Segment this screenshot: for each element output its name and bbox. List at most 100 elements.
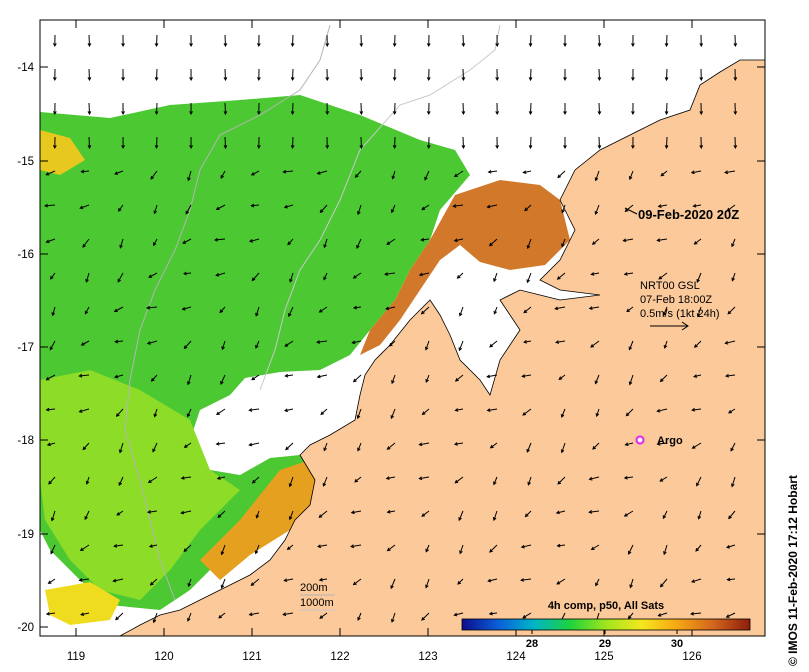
current-arrow <box>46 374 56 381</box>
current-arrow <box>319 306 328 313</box>
current-arrow <box>292 102 294 115</box>
current-arrowhead <box>528 43 533 48</box>
current-arrowhead <box>82 446 87 451</box>
current-arrow <box>526 272 532 283</box>
current-arrowhead <box>391 618 395 623</box>
current-arrow <box>216 442 226 445</box>
current-arrowhead <box>418 476 423 481</box>
current-arrowhead <box>356 244 360 249</box>
current-arrowhead <box>622 238 627 243</box>
current-arrow <box>385 272 396 275</box>
current-arrowhead <box>390 585 394 590</box>
current-arrowhead <box>121 43 125 48</box>
current-arrowhead <box>386 547 391 552</box>
current-arrow <box>698 510 702 519</box>
current-arrow <box>462 136 464 149</box>
current-arrow <box>419 442 430 446</box>
current-arrow <box>218 612 226 619</box>
current-arrowhead <box>283 578 288 582</box>
current-arrow <box>386 238 396 245</box>
current-arrow <box>666 102 668 115</box>
current-arrowhead <box>452 204 457 208</box>
current-arrow <box>598 34 600 47</box>
current-arrowhead <box>250 582 255 586</box>
current-arrowhead <box>87 43 92 48</box>
current-arrowhead <box>493 310 498 315</box>
current-arrowhead <box>183 345 188 350</box>
current-arrowhead <box>325 145 330 150</box>
current-arrow <box>82 238 90 248</box>
current-arrow <box>462 102 464 115</box>
current-arrowhead <box>248 612 253 617</box>
current-arrow <box>317 374 328 378</box>
current-arrowhead <box>489 444 494 449</box>
current-arrow <box>419 272 430 276</box>
current-arrow <box>88 68 90 81</box>
current-arrowhead <box>117 278 121 283</box>
current-arrow <box>557 544 566 547</box>
current-arrow <box>224 34 226 47</box>
current-arrowhead <box>724 170 729 175</box>
current-arrow <box>288 306 294 317</box>
current-arrowhead <box>112 578 117 583</box>
current-arrow <box>249 442 260 446</box>
current-arrowhead <box>421 411 426 416</box>
current-arrowhead <box>153 210 158 215</box>
current-arrow <box>726 612 736 618</box>
current-arrowhead <box>628 550 632 555</box>
current-arrow <box>116 510 124 516</box>
current-arrowhead <box>115 616 119 621</box>
current-arrowhead <box>51 312 56 317</box>
current-arrowhead <box>489 549 493 553</box>
current-arrowhead <box>426 111 431 116</box>
current-arrowhead <box>290 43 295 48</box>
current-arrowhead <box>216 411 220 415</box>
depth-contour-1000m <box>259 24 501 391</box>
current-arrowhead <box>657 613 662 617</box>
current-arrow <box>727 578 736 581</box>
current-arrowhead <box>44 203 49 208</box>
current-arrow <box>421 510 430 517</box>
current-arrowhead <box>664 111 669 116</box>
current-arrow <box>425 340 430 350</box>
current-arrowhead <box>319 615 324 619</box>
current-arrow <box>487 374 498 378</box>
current-arrowhead <box>325 43 330 48</box>
current-arrowhead <box>493 481 497 486</box>
current-arrow <box>149 544 158 547</box>
current-arrow <box>694 238 702 245</box>
current-arrowhead <box>492 517 497 522</box>
current-arrowhead <box>351 340 356 345</box>
current-arrow <box>80 204 90 209</box>
current-arrowhead <box>325 77 330 82</box>
current-arrow <box>666 136 668 149</box>
current-arrowhead <box>456 275 461 279</box>
current-arrowhead <box>148 274 153 278</box>
current-arrow <box>454 170 464 177</box>
current-arrowhead <box>623 513 628 517</box>
current-arrowhead <box>733 111 738 116</box>
current-arrow <box>285 442 294 450</box>
current-arrow <box>660 374 668 382</box>
current-arrowhead <box>290 77 295 82</box>
current-arrow <box>48 578 56 584</box>
current-arrow <box>666 34 668 47</box>
current-arrow <box>527 476 532 485</box>
current-arrowhead <box>555 510 560 515</box>
current-arrowhead <box>658 275 663 280</box>
current-arrowhead <box>386 241 391 245</box>
current-arrow <box>589 510 600 513</box>
current-arrowhead <box>182 271 187 276</box>
current-arrowhead <box>664 43 669 48</box>
current-arrow <box>522 612 532 619</box>
current-arrow <box>292 34 294 47</box>
current-arrow <box>561 442 566 453</box>
current-arrow <box>323 442 328 451</box>
current-arrow <box>693 374 702 378</box>
current-arrow <box>697 306 702 317</box>
current-arrow <box>183 544 192 552</box>
current-arrow <box>691 612 702 615</box>
current-arrow <box>153 238 158 246</box>
current-arrowhead <box>392 43 397 48</box>
